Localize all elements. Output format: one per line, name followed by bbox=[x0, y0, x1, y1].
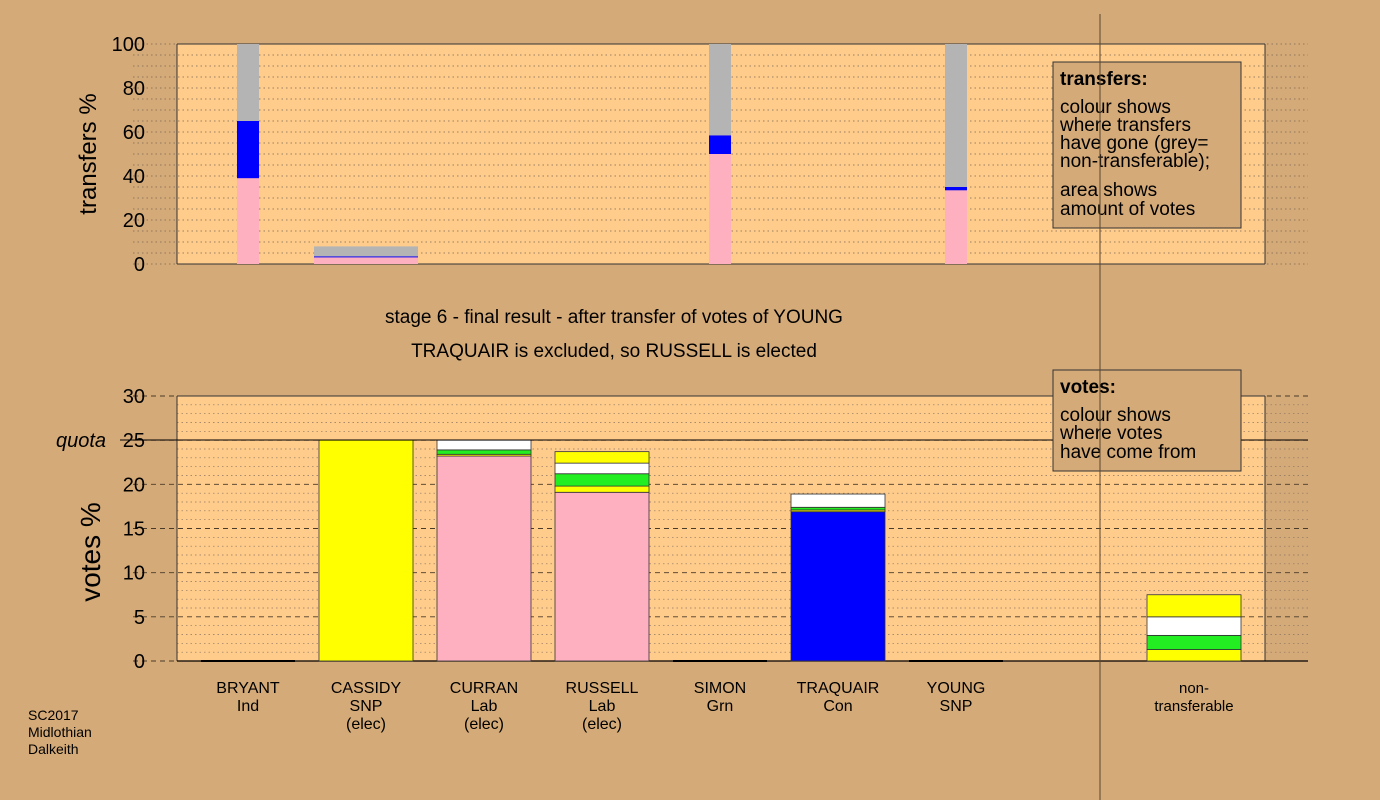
vote-segment-non-yellow bbox=[1146, 649, 1242, 662]
votes-y-tick-label: 20 bbox=[123, 474, 145, 496]
transfers-legend-line: area shows bbox=[1060, 180, 1157, 201]
transfers-y-axis-label: transfers % bbox=[75, 93, 102, 214]
candidate-label: (elec) bbox=[464, 716, 504, 733]
candidate-label: RUSSELL bbox=[566, 680, 639, 697]
candidate-label: SNP bbox=[940, 698, 973, 715]
transfers-legend-box bbox=[1052, 61, 1242, 229]
vote-segment-curran-white bbox=[436, 439, 532, 451]
transfers-legend-line: non-transferable); bbox=[1060, 151, 1210, 172]
vote-segment-traquair-white bbox=[790, 493, 886, 508]
candidate-label: transferable bbox=[1154, 698, 1233, 715]
vote-segment-russell-pink bbox=[554, 491, 650, 662]
transfers-bars bbox=[237, 44, 967, 264]
votes-legend: votes: colour shows where votes have com… bbox=[1052, 369, 1242, 472]
candidate-label: Ind bbox=[237, 698, 259, 715]
transfers-chart: 0 20 40 60 80 100 transfers % transfers: colo… bbox=[75, 34, 1308, 276]
candidate-label: Con bbox=[823, 698, 852, 715]
candidate-label: non- bbox=[1179, 680, 1209, 697]
vote-segment-non-green bbox=[1146, 634, 1242, 650]
votes-y-tick-label: 30 bbox=[123, 386, 145, 408]
vote-segment-curran-pink bbox=[436, 455, 532, 662]
transfer-segment-bryant-grey bbox=[237, 44, 259, 121]
votes-y-tick-label: 25 bbox=[123, 430, 145, 452]
candidate-label: SIMON bbox=[694, 680, 746, 697]
candidate-label: TRAQUAIR bbox=[797, 680, 880, 697]
vote-segment-cassidy-yellow bbox=[318, 439, 414, 662]
transfer-segment-young-grey bbox=[945, 44, 967, 187]
vote-segment-traquair-blue bbox=[790, 511, 886, 662]
votes-legend-line: where votes bbox=[1059, 423, 1162, 444]
votes-y-tick-label: 5 bbox=[134, 607, 145, 629]
transfer-segment-simon-blue bbox=[709, 135, 731, 154]
transfers-legend-line: where transfers bbox=[1059, 115, 1191, 136]
transfers-y-tick-label: 80 bbox=[123, 78, 145, 100]
transfer-segment-simon-pink bbox=[709, 154, 731, 264]
transfers-y-tick-label: 40 bbox=[123, 166, 145, 188]
votes-legend-title: votes: bbox=[1060, 377, 1116, 398]
footer-election: SC2017 bbox=[28, 707, 79, 723]
transfers-legend: transfers: colour shows where transfers … bbox=[1052, 61, 1242, 229]
transfers-legend-line: amount of votes bbox=[1060, 199, 1195, 220]
transfers-y-tick-label: 20 bbox=[123, 210, 145, 232]
candidate-label: Grn bbox=[707, 698, 734, 715]
candidate-label: SNP bbox=[350, 698, 383, 715]
transfer-segment-bryant-pink bbox=[237, 178, 259, 264]
candidate-label: BRYANT bbox=[216, 680, 280, 697]
quota-label: quota bbox=[56, 430, 106, 452]
transfer-segment-cassidy-pink bbox=[314, 257, 418, 264]
vote-segment-russell-yellow bbox=[554, 451, 650, 464]
transfer-segment-cassidy-blue bbox=[314, 256, 418, 258]
transfer-segment-cassidy-grey bbox=[314, 246, 418, 257]
transfers-y-tick-label: 100 bbox=[112, 34, 145, 56]
transfer-segment-simon-grey bbox=[709, 44, 731, 136]
candidate-label: Lab bbox=[471, 698, 498, 715]
vote-segment-russell-yellow bbox=[554, 485, 650, 493]
transfers-y-tick-label: 0 bbox=[134, 254, 145, 276]
votes-legend-box bbox=[1052, 369, 1242, 472]
votes-bars bbox=[201, 439, 1242, 662]
transfers-y-ticks: 0 20 40 60 80 100 bbox=[112, 34, 145, 276]
transfer-segment-young-blue bbox=[945, 187, 967, 191]
votes-y-tick-label: 10 bbox=[123, 563, 145, 585]
candidate-label: YOUNG bbox=[927, 680, 986, 697]
transfers-y-tick-label: 60 bbox=[123, 122, 145, 144]
vote-segment-non-white bbox=[1146, 616, 1242, 636]
transfer-segment-bryant-blue bbox=[237, 121, 259, 179]
vote-segment-russell-white bbox=[554, 462, 650, 475]
votes-legend-line: have come from bbox=[1060, 442, 1196, 463]
transfers-legend-line: have gone (grey= bbox=[1060, 133, 1208, 154]
votes-candidate-labels: BRYANTIndCASSIDYSNP(elec)CURRANLab(elec)… bbox=[216, 680, 1233, 733]
candidate-label: CURRAN bbox=[450, 680, 518, 697]
transfers-legend-title: transfers: bbox=[1060, 69, 1148, 90]
candidate-label: (elec) bbox=[582, 716, 622, 733]
votes-y-ticks: 0 5 10 15 20 25 30 bbox=[123, 386, 145, 673]
votes-legend-line: colour shows bbox=[1060, 405, 1171, 426]
transfer-segment-young-pink bbox=[945, 190, 967, 264]
votes-y-tick-label: 15 bbox=[123, 519, 145, 541]
stage-title: stage 6 - final result - after transfer … bbox=[385, 307, 843, 328]
footer-ward: Dalkeith bbox=[28, 741, 79, 757]
candidate-label: (elec) bbox=[346, 716, 386, 733]
vote-segment-curran-green bbox=[436, 449, 532, 455]
stage-outcome: TRAQUAIR is excluded, so RUSSELL is elec… bbox=[411, 341, 817, 362]
vote-segment-russell-green bbox=[554, 473, 650, 487]
footer-council: Midlothian bbox=[28, 724, 92, 740]
candidate-label: CASSIDY bbox=[331, 680, 402, 697]
transfers-legend-line: colour shows bbox=[1060, 97, 1171, 118]
votes-y-axis-label: votes % bbox=[75, 502, 106, 602]
candidate-label: Lab bbox=[589, 698, 616, 715]
votes-y-tick-label: 0 bbox=[134, 651, 145, 673]
vote-segment-non-yellow bbox=[1146, 594, 1242, 618]
